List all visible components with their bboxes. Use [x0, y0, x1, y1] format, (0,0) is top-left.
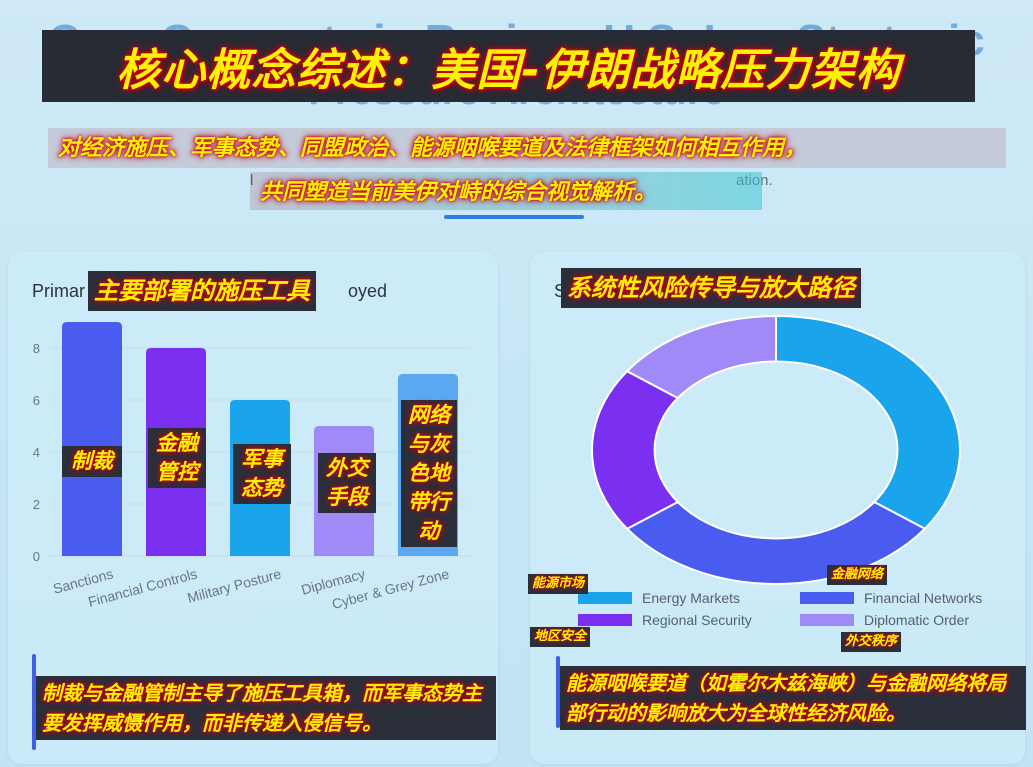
legend-label: Regional Security — [642, 612, 752, 628]
subtitle-line-2: 共同塑造当前美伊对峙的综合视觉解析。 — [250, 172, 762, 210]
tag-financial-networks: 金融网络 — [827, 565, 888, 585]
legend-swatch — [578, 614, 632, 626]
left-insight-note: 制裁与金融管制主导了施压工具箱，而军事态势主要发挥威慑作用，而非传递入侵信号。 — [36, 676, 496, 740]
page-title: 核心概念综述：美国-伊朗战略压力架构 — [42, 30, 975, 102]
y-tick-label: 6 — [33, 393, 40, 408]
donut-slice-energy-markets — [775, 314, 961, 530]
legend-label: Energy Markets — [642, 590, 740, 606]
y-tick-label: 8 — [33, 341, 40, 356]
bar-label-sanctions: 制裁 — [62, 446, 122, 477]
bar-label-military-posture: 军事态势 — [233, 444, 291, 504]
y-tick-label: 4 — [33, 445, 40, 460]
tag-diplomatic-order: 外交秩序 — [841, 632, 902, 652]
title-divider — [444, 215, 584, 219]
donut-slice-diplomatic-order — [625, 314, 777, 400]
ghost-panel-title-right: oyed — [348, 281, 388, 301]
tag-energy-markets: 能源市场 — [528, 574, 589, 594]
subtitle-line-1: 对经济施压、军事态势、同盟政治、能源咽喉要道及法律框架如何相互作用， — [48, 128, 1006, 168]
bar-label-diplomacy: 外交手段 — [318, 453, 376, 513]
donut-slice-regional-security — [591, 370, 680, 530]
ghost-panel-title-left: Primar — [32, 281, 85, 301]
y-tick-label: 2 — [33, 497, 40, 512]
right-insight-note: 能源咽喉要道（如霍尔木兹海峡）与金融网络将局部行动的影响放大为全球性经济风险。 — [560, 666, 1026, 730]
right-note-accent — [556, 656, 560, 728]
legend-swatch — [800, 592, 854, 604]
donut-chart-title: 系统性风险传导与放大路径 — [561, 268, 861, 308]
legend-label: Financial Networks — [864, 590, 982, 606]
tag-regional-security: 地区安全 — [530, 627, 591, 647]
bar-label-financial-controls: 金融管控 — [148, 428, 206, 488]
bar-sanctions — [62, 322, 122, 556]
legend-swatch — [800, 614, 854, 626]
left-note-accent — [32, 654, 36, 750]
y-tick-label: 0 — [33, 549, 40, 564]
legend-swatch — [578, 592, 632, 604]
bar-label-cyber-grey-zone: 网络与灰色地带行动 — [401, 400, 457, 547]
legend-label: Diplomatic Order — [864, 612, 969, 628]
bar-chart-title: 主要部署的施压工具 — [88, 271, 316, 311]
